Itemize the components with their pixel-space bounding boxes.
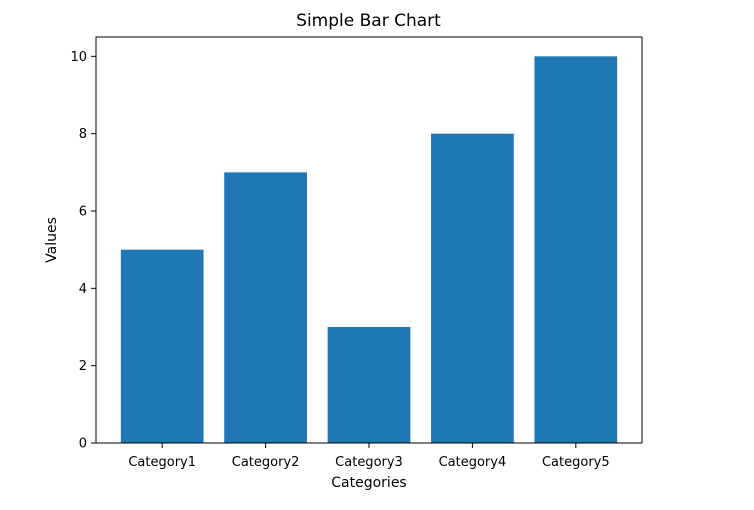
x-tick-label: Category3 [335,455,403,470]
bars [120,56,618,444]
plot-frame [95,36,643,444]
y-tick-label: 4 [79,282,87,297]
y-tick-label: 0 [79,437,87,452]
x-tick-label: Category4 [439,455,507,470]
bar-category4 [431,133,514,443]
x-axis-label: Categories [331,475,406,491]
y-tick-label: 8 [79,127,87,142]
y-axis-label: Values [44,217,60,263]
bar-category2 [224,172,307,444]
x-tick-label: Category2 [232,455,300,470]
y-tick-label: 10 [70,50,87,65]
bar-category1 [120,249,204,443]
x-tick-label: Category5 [542,455,610,470]
y-axis-ticks: 0 2 4 6 8 10 [70,50,96,452]
bar-category5 [534,56,618,443]
x-tick-label: Category1 [128,455,196,470]
chart-title: Simple Bar Chart [296,11,441,31]
x-axis-ticks: Category1 Category2 Category3 Category4 Cate… [128,443,610,470]
y-tick-label: 6 [79,205,87,220]
y-tick-label: 2 [79,359,87,374]
bar-category3 [327,327,411,443]
